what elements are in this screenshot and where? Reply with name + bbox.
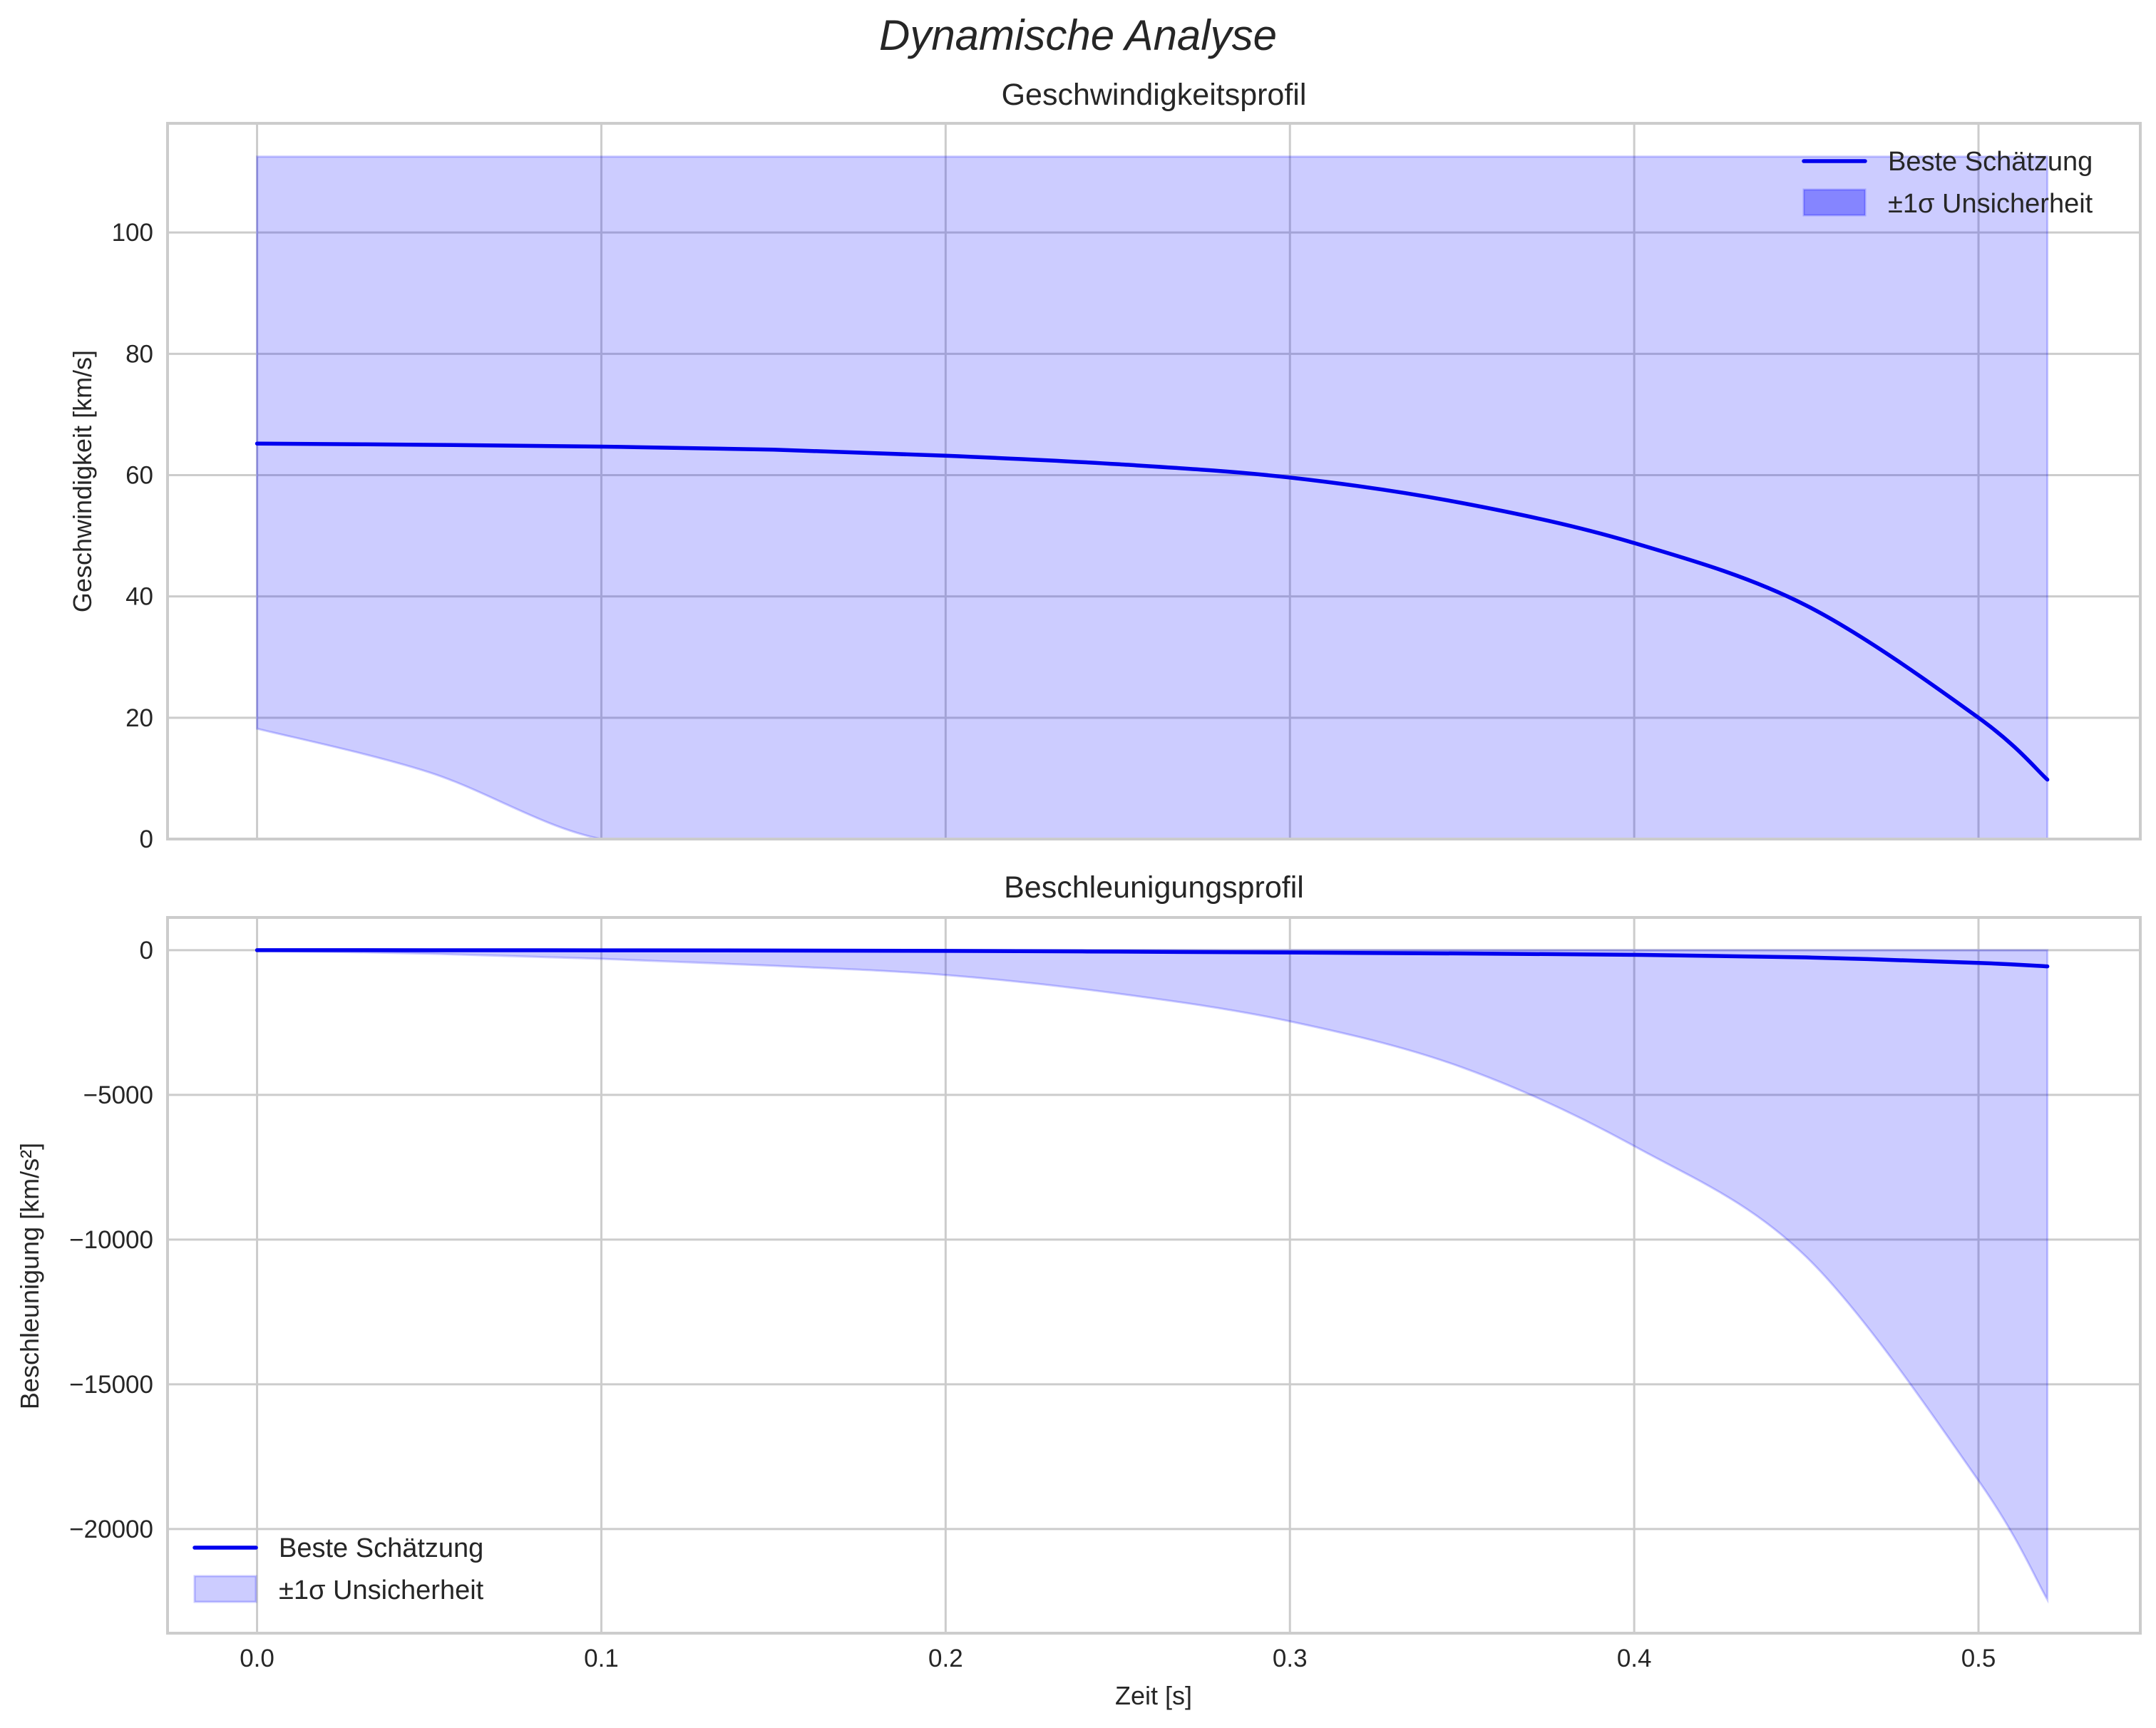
acceleration-chart-title: Beschleunigungsprofil — [1004, 870, 1304, 905]
legend-band-label: ±1σ Unsicherheit — [279, 1575, 484, 1605]
svg-text:0.5: 0.5 — [1961, 1645, 1996, 1672]
svg-text:0: 0 — [140, 826, 153, 853]
svg-text:100: 100 — [112, 219, 153, 247]
best-estimate-line — [255, 441, 2050, 782]
svg-text:60: 60 — [125, 461, 153, 489]
velocity-chart-title: Geschwindigkeitsprofil — [1001, 78, 1307, 112]
legend-line-label: Beste Schätzung — [1888, 147, 2093, 177]
best-estimate-line — [255, 948, 2050, 969]
x-axis-label: Zeit [s] — [1114, 1681, 1193, 1710]
svg-text:0.2: 0.2 — [928, 1645, 963, 1672]
x-tick-labels: 0.0 0.1 0.2 0.3 0.4 0.5 — [240, 1645, 1996, 1672]
svg-text:−15000: −15000 — [69, 1371, 153, 1399]
legend-band-label: ±1σ Unsicherheit — [1888, 189, 2093, 219]
svg-text:0.0: 0.0 — [240, 1645, 274, 1672]
svg-text:−20000: −20000 — [69, 1516, 153, 1543]
legend-line-label: Beste Schätzung — [279, 1533, 483, 1563]
svg-text:0.1: 0.1 — [584, 1645, 619, 1672]
legend-band-swatch — [1802, 188, 1867, 217]
svg-text:20: 20 — [125, 704, 153, 732]
velocity-chart: 0 20 40 60 80 100 Beste Schätzung ±1σ Unsicherh… — [112, 122, 2142, 853]
svg-text:40: 40 — [125, 583, 153, 611]
legend: Beste Schätzung ±1σ Unsicherheit — [1802, 147, 2093, 219]
axes-frame — [166, 122, 2142, 840]
uncertainty-band — [256, 949, 2049, 1604]
svg-text:−10000: −10000 — [69, 1226, 153, 1254]
figure-title: Dynamische Analyse — [878, 11, 1278, 59]
svg-text:0: 0 — [140, 937, 153, 965]
uncertainty-band — [256, 155, 2049, 839]
svg-text:80: 80 — [125, 340, 153, 368]
svg-text:0.4: 0.4 — [1617, 1645, 1652, 1672]
y-tick-labels: 0 20 40 60 80 100 — [112, 219, 153, 853]
legend: Beste Schätzung ±1σ Unsicherheit — [192, 1533, 484, 1605]
svg-text:0.3: 0.3 — [1273, 1645, 1308, 1672]
axes-frame — [166, 916, 2142, 1635]
svg-text:−5000: −5000 — [83, 1081, 153, 1109]
legend-band-swatch — [193, 1575, 257, 1603]
y-tick-labels: 0 −5000 −10000 −15000 −20000 — [69, 937, 153, 1543]
